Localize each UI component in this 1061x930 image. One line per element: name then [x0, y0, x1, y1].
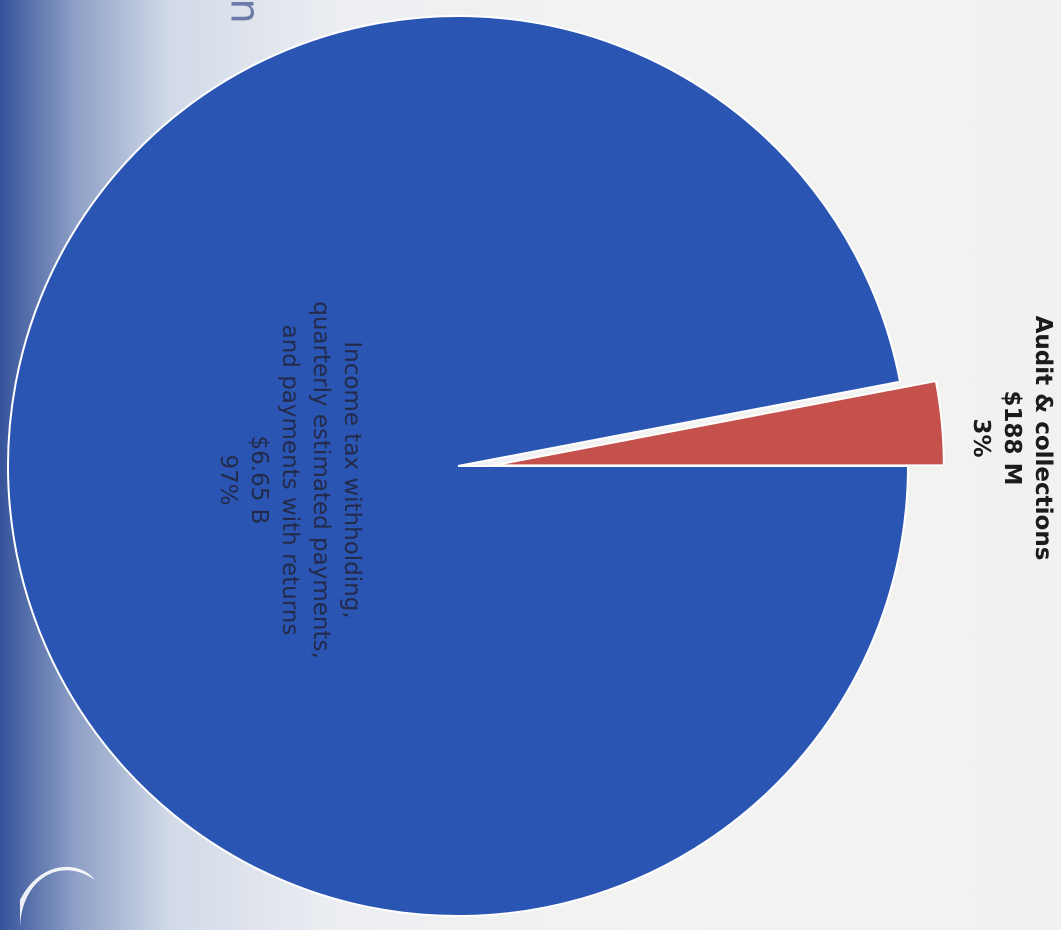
pie-slice-income-tax	[7, 15, 910, 917]
audit-value-label: $188 M	[999, 391, 1025, 486]
audit-label-line-1: Audit & collections	[1030, 316, 1056, 561]
income-tax-label-line-3: and payments with returns	[277, 325, 303, 636]
pie-slices	[7, 15, 945, 917]
decorative-swirl	[20, 866, 95, 930]
income-tax-label-group: Income tax withholding,quarterly estimat…	[215, 301, 365, 659]
income-tax-label-line-1: Income tax withholding,	[339, 341, 365, 618]
pie-labels: Income tax withholding,quarterly estimat…	[215, 301, 1056, 659]
income-tax-percent-label: 97%	[215, 454, 241, 505]
income-tax-label-line-2: quarterly estimated payments,	[308, 301, 334, 659]
audit-label-group: Audit & collections$188 M3%	[968, 316, 1056, 561]
audit-percent-label: 3%	[968, 418, 994, 457]
pie-slice-audit-collections	[493, 379, 945, 467]
income-tax-value-label: $6.65 B	[246, 436, 272, 525]
